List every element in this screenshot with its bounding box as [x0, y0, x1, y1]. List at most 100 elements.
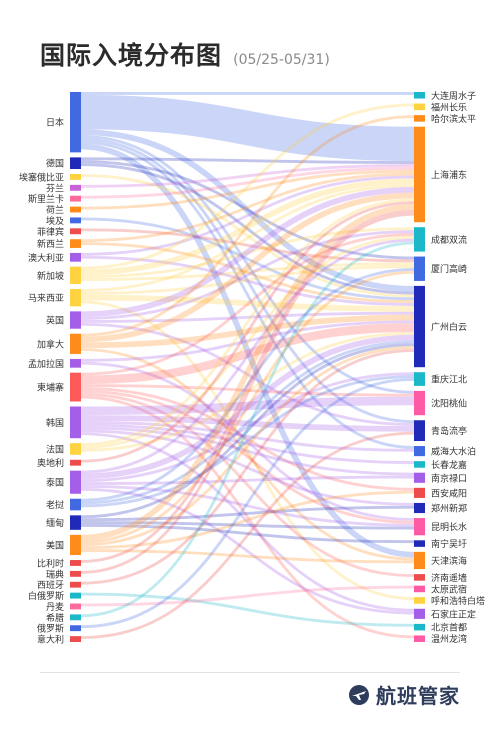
source-label: 新加坡	[37, 270, 64, 282]
sankey-link	[80, 204, 415, 541]
sankey-link	[80, 490, 415, 550]
sankey-link	[80, 201, 415, 463]
sankey-link	[80, 311, 415, 323]
sankey-link	[80, 485, 415, 527]
sankey-link	[80, 432, 415, 612]
source-label: 泰国	[46, 477, 64, 489]
sankey-link	[80, 387, 415, 491]
target-label: 广州白云	[431, 321, 467, 333]
sankey-link	[80, 115, 415, 337]
sankey-link	[80, 192, 415, 343]
source-label: 美国	[46, 539, 64, 551]
sankey-link	[80, 549, 415, 564]
sankey-link	[80, 198, 415, 447]
target-label: 郑州新郑	[431, 503, 467, 515]
sankey-link	[80, 372, 415, 483]
target-label: 温州龙湾	[431, 633, 467, 645]
sankey-link	[80, 172, 415, 243]
sankey-link	[80, 343, 415, 519]
source-node	[70, 92, 81, 153]
source-label: 丹麦	[46, 601, 64, 613]
target-label: 济南遥墙	[431, 572, 467, 584]
source-label: 新西兰	[37, 238, 64, 250]
brand-logo: 航班管家	[348, 680, 460, 709]
sankey-link	[80, 505, 415, 522]
source-node	[70, 581, 81, 588]
chart-title-main: 国际入境分布图	[40, 41, 223, 70]
target-label: 长春龙嘉	[431, 459, 467, 471]
source-node	[70, 266, 81, 285]
sankey-link	[80, 395, 415, 639]
target-node	[414, 256, 425, 281]
target-node	[414, 390, 425, 416]
target-label: 哈尔滨太平	[431, 113, 476, 125]
source-node	[70, 560, 81, 566]
source-node	[70, 195, 81, 202]
sankey-link	[80, 143, 415, 558]
source-node	[70, 443, 81, 455]
sankey-link	[80, 349, 415, 585]
sankey-link	[80, 160, 415, 260]
target-node	[414, 585, 425, 593]
sankey-link	[80, 157, 415, 164]
sankey-link	[80, 340, 415, 505]
sankey-link	[80, 178, 415, 276]
sankey-link	[80, 475, 415, 486]
source-label: 斯里兰卡	[28, 193, 64, 205]
target-label: 上海浦东	[431, 169, 467, 181]
source-label: 希腊	[46, 612, 64, 624]
source-label: 菲律宾	[37, 226, 64, 238]
source-node	[70, 470, 81, 494]
source-node	[70, 239, 81, 248]
target-node	[414, 92, 425, 99]
sankey-link	[80, 184, 415, 292]
sankey-link	[80, 209, 415, 563]
footer-divider	[40, 672, 460, 673]
source-label: 老挝	[46, 499, 64, 511]
sankey-link	[80, 429, 415, 506]
source-node	[70, 498, 81, 511]
sankey-link	[80, 523, 415, 544]
source-node	[70, 184, 81, 191]
source-node	[70, 614, 81, 621]
source-node	[70, 311, 81, 329]
sankey-link	[80, 334, 415, 480]
sankey-link	[80, 423, 415, 465]
target-node	[414, 635, 425, 642]
sankey-link	[80, 270, 415, 544]
target-label: 福州长乐	[431, 101, 467, 113]
target-node	[414, 461, 425, 468]
sankey-link	[80, 230, 415, 320]
source-label: 柬埔寨	[37, 382, 64, 394]
source-label: 意大利	[37, 634, 64, 646]
target-label: 成都双流	[431, 234, 467, 246]
source-label: 德国	[46, 158, 64, 170]
sankey-link	[80, 175, 415, 256]
source-label: 芬兰	[46, 182, 64, 194]
source-label: 日本	[46, 117, 64, 129]
source-node	[70, 372, 81, 402]
target-node	[414, 540, 425, 547]
sankey-link	[80, 348, 415, 561]
target-label: 石家庄正定	[431, 608, 476, 620]
sankey-link	[80, 232, 415, 376]
source-label: 埃塞俄比亚	[19, 171, 64, 183]
target-label: 威海大水泊	[431, 446, 476, 458]
target-label: 沈阳桃仙	[431, 398, 467, 410]
sankey-link	[80, 212, 415, 574]
sankey-link	[80, 186, 415, 318]
target-node	[414, 372, 425, 386]
sankey-link	[80, 392, 415, 577]
target-label: 重庆江北	[431, 374, 467, 386]
source-node	[70, 333, 81, 354]
target-node	[414, 551, 425, 570]
sankey-link	[80, 137, 415, 424]
source-node	[70, 157, 81, 169]
source-node	[70, 289, 81, 307]
sankey-link	[80, 242, 415, 304]
target-node	[414, 227, 425, 252]
source-label: 荷兰	[46, 204, 64, 216]
sankey-link	[80, 521, 415, 530]
chart-title: 国际入境分布图 (05/25-05/31)	[40, 36, 330, 72]
